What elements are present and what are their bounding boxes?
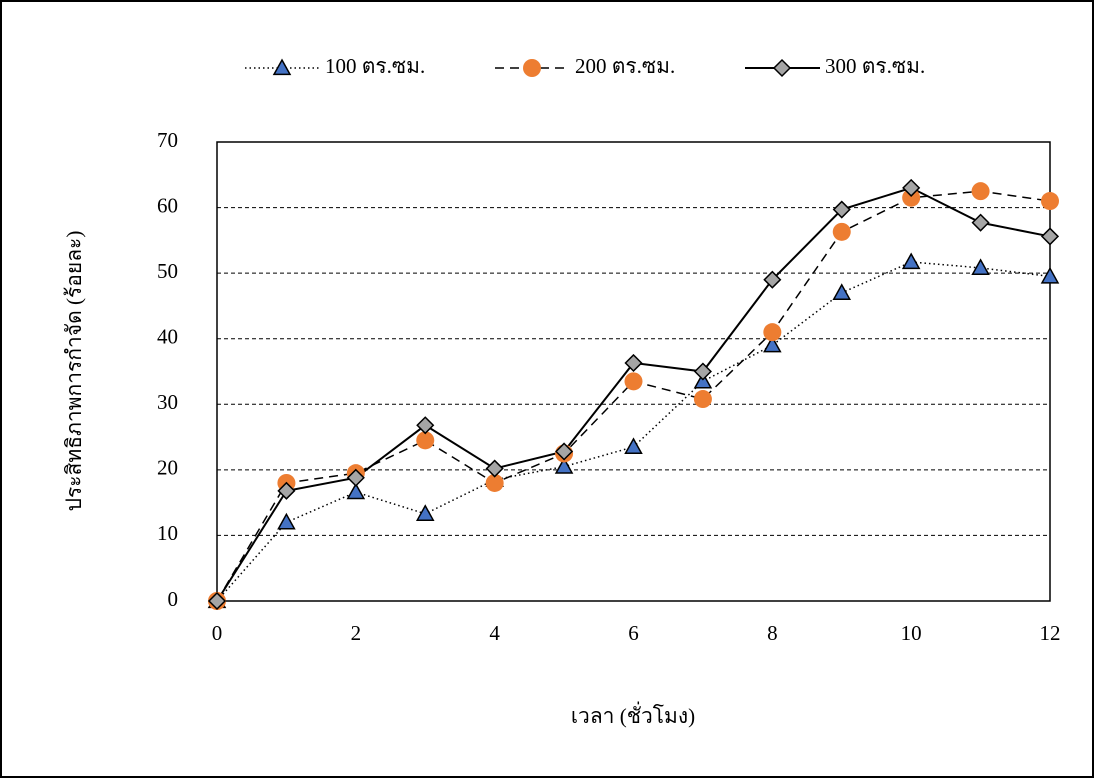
plot-border: [216, 141, 1051, 602]
y-axis-title: ประสิทธิภาพการกำจัด (ร้อยละ): [62, 231, 86, 512]
y-tick-label: 60: [157, 193, 178, 217]
x-tick-label: 12: [1040, 621, 1061, 645]
legend-label: 200 ตร.ซม.: [575, 54, 675, 78]
marker: [1040, 227, 1060, 246]
marker: [624, 437, 643, 455]
marker: [971, 182, 990, 201]
x-tick-label: 2: [351, 621, 362, 645]
x-tick-label: 4: [489, 621, 500, 645]
marker: [624, 353, 643, 373]
marker: [832, 200, 851, 219]
y-tick-label: 40: [157, 325, 178, 349]
marker: [832, 283, 852, 300]
y-tick-label: 10: [157, 521, 178, 545]
marker: [902, 188, 921, 207]
marker: [485, 473, 504, 492]
x-tick-label: 6: [628, 621, 639, 645]
marker: [832, 222, 851, 241]
marker: [346, 482, 366, 500]
x-tick-label: 10: [901, 621, 922, 645]
marker: [485, 459, 504, 478]
y-tick-label: 50: [157, 259, 178, 283]
marker: [415, 504, 435, 521]
marker: [346, 468, 365, 487]
marker: [207, 591, 227, 611]
marker: [971, 213, 990, 232]
marker: [902, 178, 921, 197]
legend-label: 100 ตร.ซม.: [325, 54, 425, 78]
marker: [277, 512, 296, 530]
y-tick-label: 70: [157, 128, 178, 152]
marker: [555, 442, 574, 461]
y-tick-label: 0: [168, 587, 179, 611]
marker: [277, 481, 296, 500]
marker: [763, 270, 782, 289]
marker: [554, 457, 574, 474]
legend-label: 300 ตร.ซม.: [825, 54, 925, 78]
marker: [1041, 192, 1059, 211]
marker: [416, 416, 435, 435]
x-axis-title: เวลา (ชั่วโมง): [571, 701, 695, 728]
legend-marker: [272, 58, 292, 76]
marker: [693, 362, 712, 381]
y-tick-label: 20: [157, 456, 178, 480]
marker: [1040, 266, 1060, 284]
legend-marker: [772, 58, 792, 78]
x-tick-label: 0: [212, 621, 223, 645]
y-tick-label: 30: [157, 390, 178, 414]
marker: [971, 258, 990, 276]
marker: [693, 390, 712, 409]
marker: [763, 335, 782, 353]
x-tick-label: 8: [767, 621, 778, 645]
marker: [416, 431, 435, 450]
marker: [763, 323, 782, 342]
legend-marker: [523, 59, 541, 77]
marker: [901, 252, 921, 270]
marker: [624, 372, 643, 391]
